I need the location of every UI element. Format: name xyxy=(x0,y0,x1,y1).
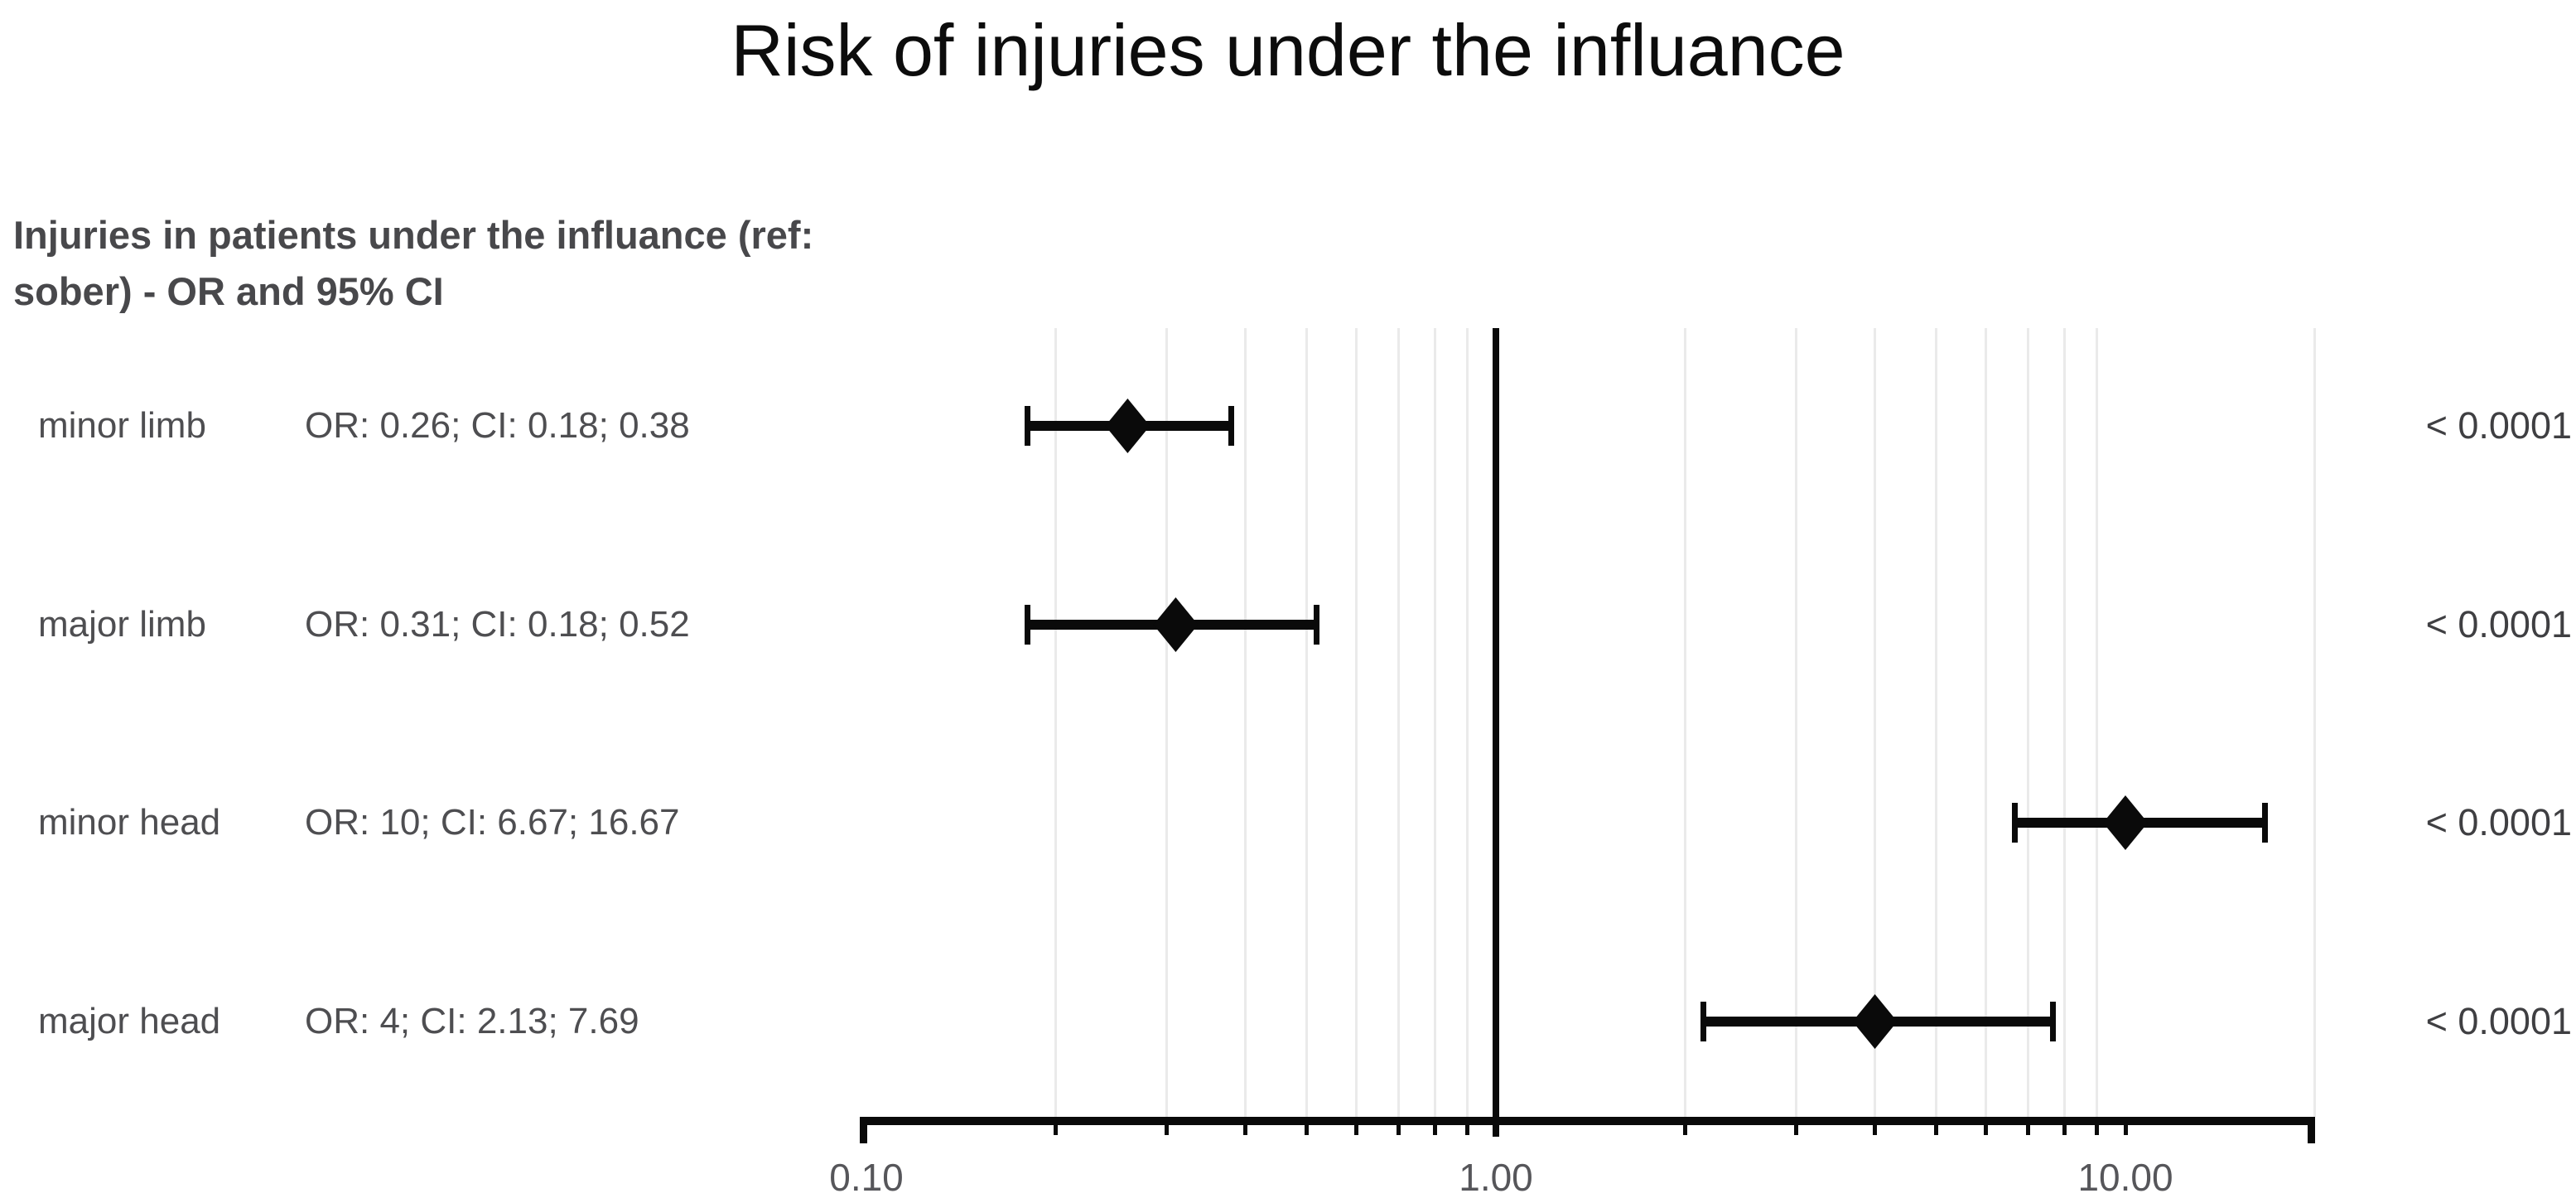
x-axis-tick xyxy=(1353,1123,1358,1135)
row-label: major head xyxy=(38,1001,221,1041)
gridline xyxy=(1165,328,1169,1117)
or-diamond-marker xyxy=(1105,399,1151,453)
x-axis-tick xyxy=(1243,1123,1248,1135)
x-axis-tick xyxy=(1054,1123,1059,1135)
gridline xyxy=(1054,328,1058,1117)
chart-subtitle-line2: sober) - OR and 95% CI xyxy=(13,269,444,313)
x-axis-tick-label: 1.00 xyxy=(1459,1156,1533,1199)
ci-cap-low xyxy=(1025,406,1030,446)
chart-subtitle-line1: Injuries in patients under the influance… xyxy=(13,213,814,257)
gridline xyxy=(1984,328,1987,1117)
ci-cap-low xyxy=(1025,605,1030,645)
x-axis-tick xyxy=(1683,1123,1688,1135)
reference-line xyxy=(1493,328,1499,1137)
or-ci-annotation: OR: 10; CI: 6.67; 16.67 xyxy=(305,802,680,843)
x-axis-tick xyxy=(1304,1123,1309,1135)
x-axis-tick xyxy=(1432,1123,1437,1135)
x-axis-tick xyxy=(2062,1123,2067,1135)
or-ci-annotation: OR: 0.31; CI: 0.18; 0.52 xyxy=(305,604,690,645)
or-ci-annotation: OR: 0.26; CI: 0.18; 0.38 xyxy=(305,405,690,446)
gridline xyxy=(1874,328,1877,1117)
x-axis-tick xyxy=(1464,1123,1469,1135)
x-axis-tick xyxy=(2307,1123,2315,1143)
x-axis-tick xyxy=(1165,1123,1170,1135)
gridline xyxy=(1397,328,1400,1117)
x-axis-line xyxy=(860,1117,2315,1125)
gridline xyxy=(1244,328,1247,1117)
ci-cap-high xyxy=(1228,406,1234,446)
chart-subtitle: Injuries in patients under the influance… xyxy=(13,207,1256,320)
chart-title: Risk of injuries under the influance xyxy=(731,9,1845,91)
or-diamond-marker xyxy=(1153,597,1199,652)
gridline xyxy=(1684,328,1687,1117)
x-axis-tick-label: 10.00 xyxy=(2077,1156,2173,1199)
x-axis-tick xyxy=(2123,1123,2128,1135)
row-label: minor limb xyxy=(38,405,206,446)
gridline xyxy=(1465,328,1469,1117)
gridline xyxy=(1433,328,1436,1117)
x-axis-tick xyxy=(2025,1123,2030,1135)
gridline xyxy=(2095,328,2098,1117)
p-value-label: < 0.0001 xyxy=(2425,801,2572,843)
p-value-label: < 0.0001 xyxy=(2425,404,2572,447)
row-label: minor head xyxy=(38,802,221,843)
or-diamond-marker xyxy=(1852,994,1898,1049)
gridline xyxy=(1934,328,1937,1117)
x-axis-tick xyxy=(1873,1123,1878,1135)
ci-cap-high xyxy=(2261,803,2268,843)
gridline xyxy=(2313,328,2317,1117)
ci-cap-low xyxy=(2012,803,2019,843)
ci-cap-high xyxy=(1314,605,1320,645)
or-ci-annotation: OR: 4; CI: 2.13; 7.69 xyxy=(305,1001,639,1041)
p-value-label: < 0.0001 xyxy=(2425,1000,2572,1042)
ci-cap-low xyxy=(1700,1002,1706,1041)
x-axis-tick xyxy=(1983,1123,1988,1135)
gridline xyxy=(1795,328,1798,1117)
x-axis-tick xyxy=(1933,1123,1938,1135)
x-axis-tick xyxy=(1794,1123,1799,1135)
gridline xyxy=(1354,328,1358,1117)
gridline xyxy=(2026,328,2029,1117)
gridline xyxy=(2062,328,2066,1117)
p-value-label: < 0.0001 xyxy=(2425,603,2572,645)
row-label: major limb xyxy=(38,604,206,645)
x-axis-tick xyxy=(1396,1123,1401,1135)
or-diamond-marker xyxy=(2103,795,2148,850)
x-axis-tick xyxy=(1493,1123,1498,1135)
x-axis-tick-label: 0.10 xyxy=(829,1156,904,1199)
x-axis-tick xyxy=(860,1123,867,1143)
ci-cap-high xyxy=(2050,1002,2057,1041)
gridline xyxy=(1305,328,1308,1117)
x-axis-tick xyxy=(2094,1123,2099,1135)
